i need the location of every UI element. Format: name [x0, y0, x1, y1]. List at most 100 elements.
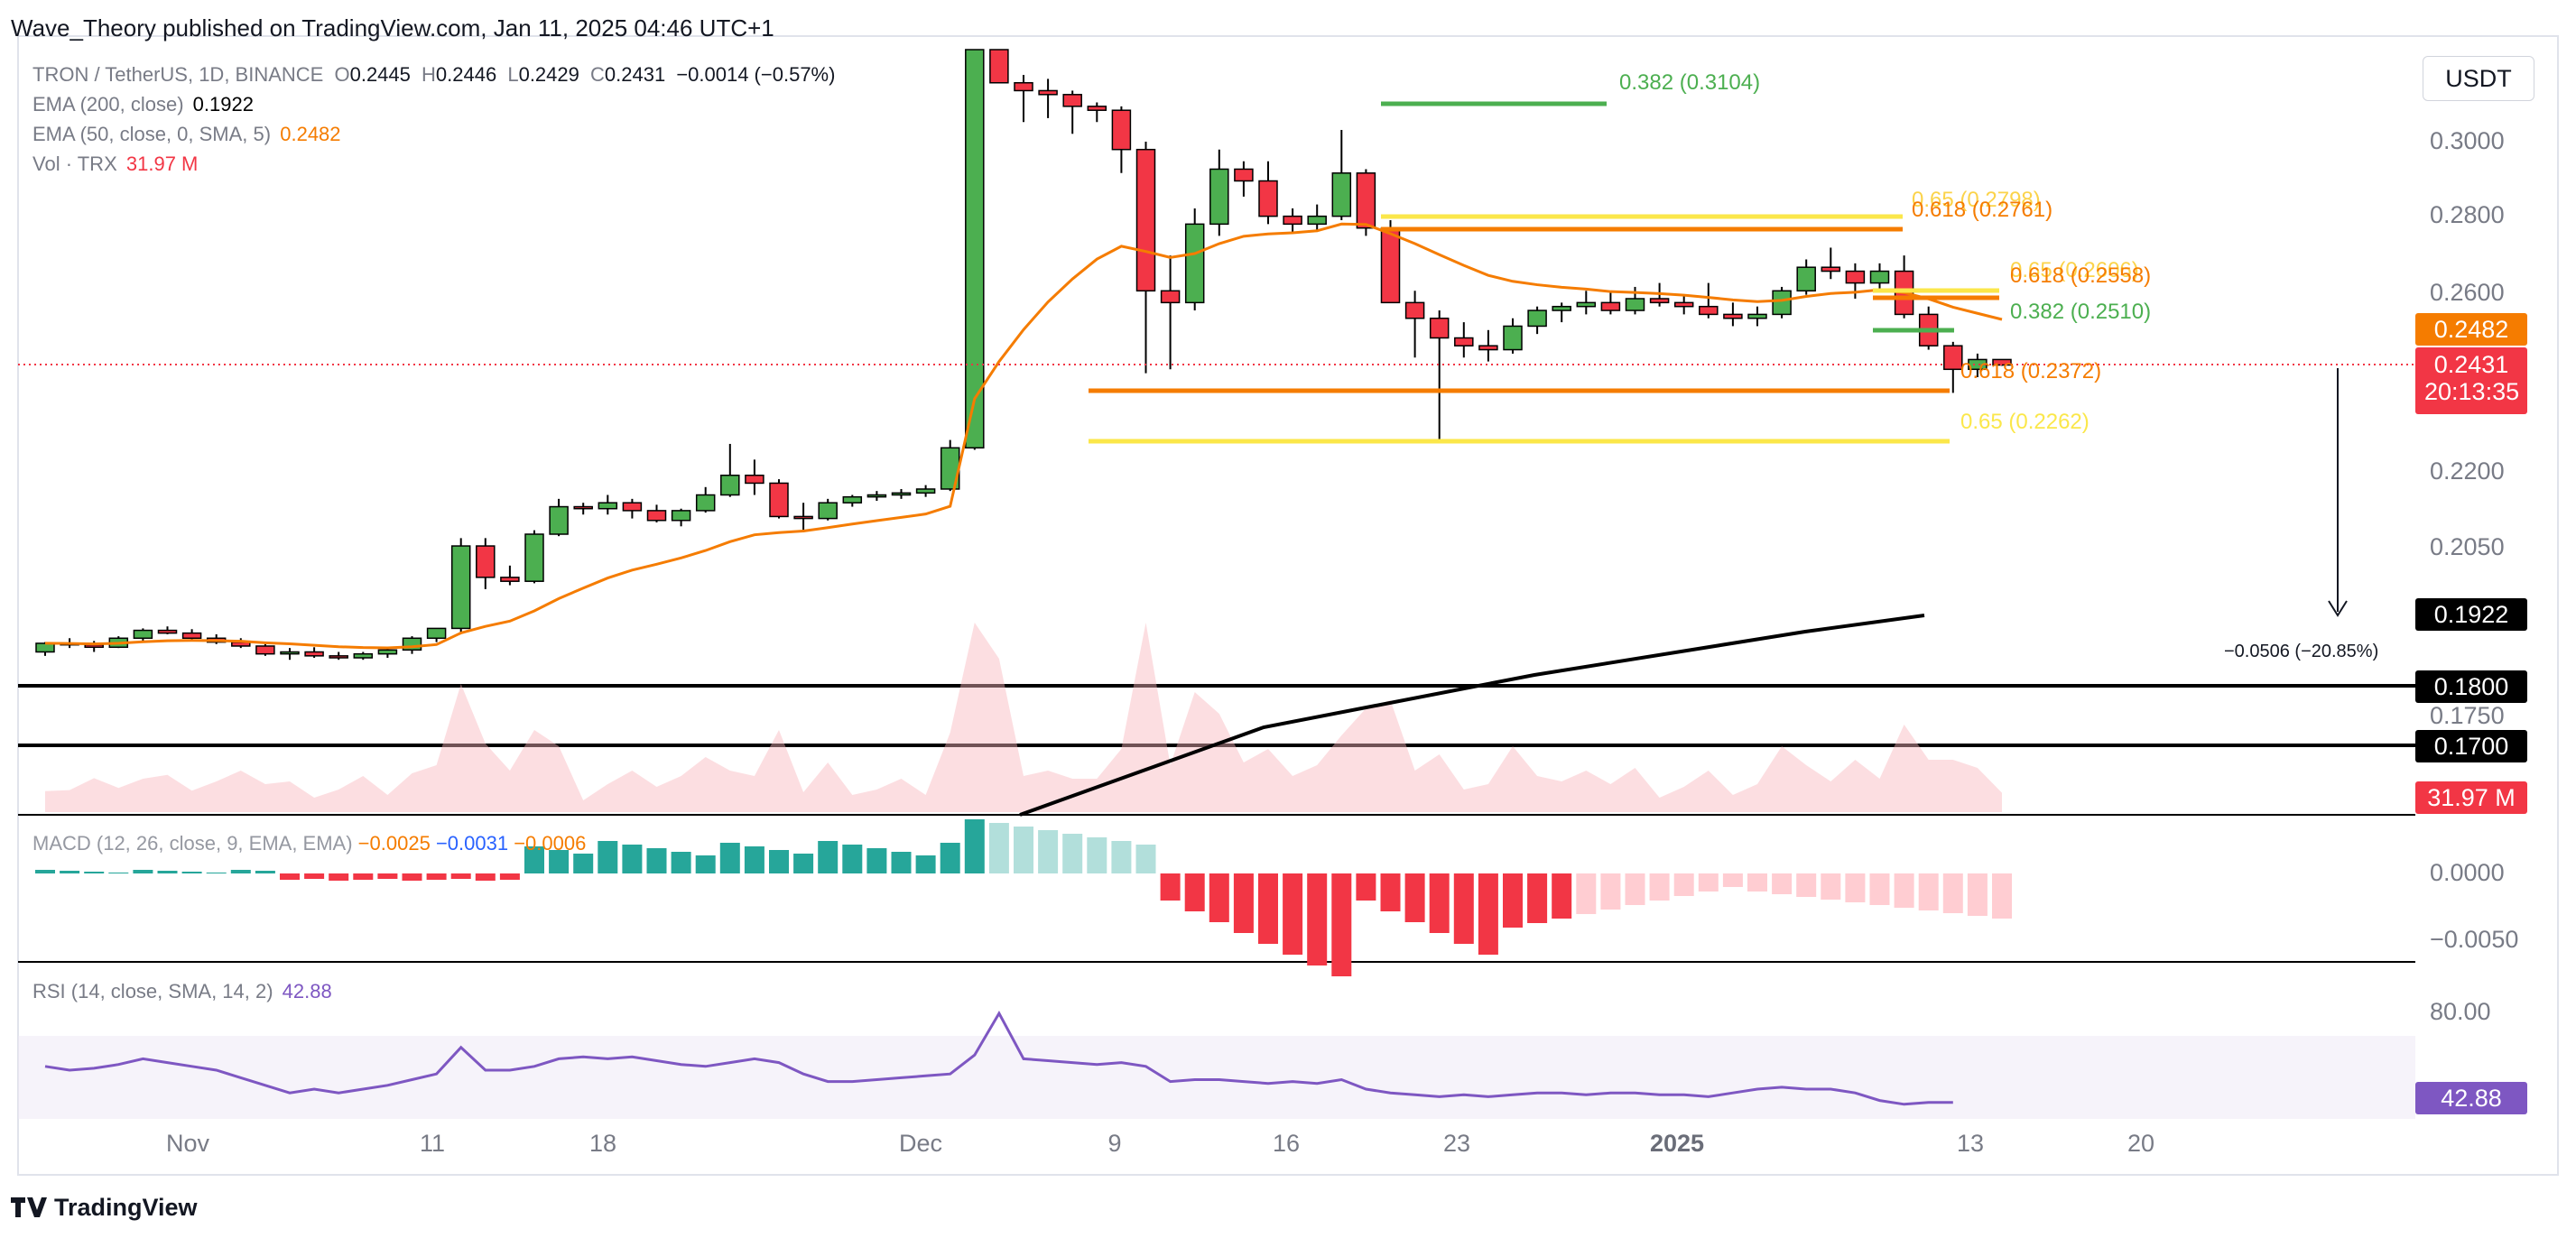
rsi-legend[interactable]: RSI (14, close, SMA, 14, 2) 42.88 [32, 980, 332, 1003]
macd-histogram-bar [1625, 873, 1645, 905]
candle-body [1723, 313, 1743, 319]
macd-histogram-bar [695, 855, 716, 873]
time-tick-label: 18 [588, 1130, 617, 1157]
macd-histogram-bar [891, 852, 912, 873]
fib-label: 0.65 (0.2798) [1912, 188, 2041, 212]
macd-histogram-bar [646, 848, 667, 873]
macd-histogram-bar [940, 843, 960, 873]
macd-histogram-bar [1649, 873, 1670, 901]
macd-histogram-bar [1600, 873, 1621, 910]
macd-value-1: −0.0025 [357, 832, 431, 855]
candle-body [377, 649, 398, 655]
candle-body [304, 651, 324, 657]
rsi-label: RSI (14, close, SMA, 14, 2) [32, 980, 273, 1002]
macd-histogram-bar [426, 873, 447, 880]
ema200-line [1019, 614, 1925, 817]
price-tick-label: 0.1750 [2430, 702, 2505, 729]
macd-histogram-bar [1331, 873, 1352, 976]
macd-histogram-bar [671, 852, 691, 873]
candle-body [1772, 290, 1792, 316]
candle-body [1429, 318, 1450, 339]
macd-histogram-bar [964, 819, 985, 873]
macd-histogram-bar [255, 871, 275, 873]
macd-histogram-bar [1307, 873, 1328, 965]
macd-histogram-bar [329, 873, 349, 881]
macd-histogram-bar [1698, 873, 1719, 892]
candle-body [695, 494, 716, 512]
rsi-line [44, 1010, 1953, 1106]
candle-body [793, 515, 813, 520]
open-label: O [334, 63, 350, 86]
rsi-tick-label: 80.00 [2430, 998, 2491, 1025]
macd-value-2: −0.0031 [435, 832, 509, 855]
macd-histogram-bar [1014, 827, 1033, 873]
high-value: 0.2446 [435, 63, 497, 86]
rsi-tag: 42.88 [2415, 1082, 2527, 1114]
measure-label: −0.0506 (−20.85%) [2224, 642, 2379, 661]
macd-histogram-bar [1845, 873, 1866, 902]
macd-histogram-bar [1673, 873, 1694, 896]
candle-body [1209, 168, 1229, 226]
tradingview-logo[interactable]: TradingView [11, 1191, 198, 1224]
macd-histogram-bar [1356, 873, 1376, 901]
candle-body [1747, 313, 1767, 319]
macd-histogram-bar [1087, 837, 1107, 873]
macd-tick-label: 0.0000 [2430, 859, 2505, 886]
volume-legend[interactable]: Vol · TRX 31.97 M [32, 152, 198, 176]
macd-histogram-bar [1135, 845, 1156, 873]
open-value: 0.2445 [349, 63, 411, 86]
candle-countdown: 20:13:35 [2424, 378, 2520, 405]
candle-body [524, 533, 544, 582]
time-tick-label: 2025 [1649, 1130, 1705, 1157]
low-value: 0.2429 [518, 63, 579, 86]
ema200-legend[interactable]: EMA (200, close) 0.1922 [32, 93, 254, 116]
candle-body [500, 577, 520, 582]
close-label: C [590, 63, 605, 86]
candle-body [133, 629, 153, 640]
candle-body [1503, 325, 1523, 351]
candle-body [1356, 172, 1376, 229]
candle-body [1087, 106, 1107, 111]
candle-body [353, 652, 374, 659]
time-tick-label: 13 [1956, 1130, 1985, 1157]
macd-histogram-bar [1380, 873, 1401, 911]
macd-histogram-bar [1576, 873, 1597, 914]
macd-histogram-bar [1821, 873, 1841, 900]
symbol-label[interactable]: TRON / TetherUS, 1D, BINANCE [32, 63, 324, 86]
macd-legend[interactable]: MACD (12, 26, close, 9, EMA, EMA) −0.002… [32, 832, 586, 855]
macd-histogram-bar [1772, 873, 1793, 894]
time-tick-label: 16 [1272, 1130, 1301, 1157]
volume-value: 31.97 M [125, 152, 199, 175]
macd-histogram-bar [1747, 873, 1767, 892]
macd-histogram-bar [1062, 834, 1083, 873]
candle-body [1331, 172, 1352, 217]
macd-histogram-bar [133, 870, 153, 873]
candle-body [1869, 270, 1890, 284]
ema200-label: EMA (200, close) [32, 93, 184, 115]
macd-label: MACD (12, 26, close, 9, EMA, EMA) [32, 832, 353, 855]
candle-body [157, 629, 178, 634]
volume-tag: 31.97 M [2415, 781, 2527, 814]
candle-body [1796, 266, 1816, 292]
candle-body [1699, 305, 1719, 316]
candle-body [1160, 290, 1181, 304]
candle-body [1821, 266, 1841, 273]
ema50-value: 0.2482 [280, 123, 341, 145]
candle-body [1184, 223, 1205, 304]
ema50-legend[interactable]: EMA (50, close, 0, SMA, 5) 0.2482 [32, 123, 341, 146]
ema50-line [44, 222, 2003, 650]
macd-histogram-bar [1038, 830, 1059, 873]
macd-histogram-bar [622, 845, 643, 873]
macd-histogram-bar [1209, 873, 1229, 922]
candle-body [1552, 305, 1571, 311]
high-label: H [422, 63, 436, 86]
macd-histogram-bar [157, 871, 178, 873]
time-tick-label: 23 [1442, 1130, 1471, 1157]
candle-body [1062, 94, 1082, 107]
macd-histogram-bar [915, 855, 936, 873]
macd-tick-label: −0.0050 [2430, 926, 2519, 953]
fib-label: 0.618 (0.2761) [1912, 198, 2053, 222]
candle-body [1600, 301, 1621, 311]
currency-button[interactable]: USDT [2423, 56, 2534, 101]
